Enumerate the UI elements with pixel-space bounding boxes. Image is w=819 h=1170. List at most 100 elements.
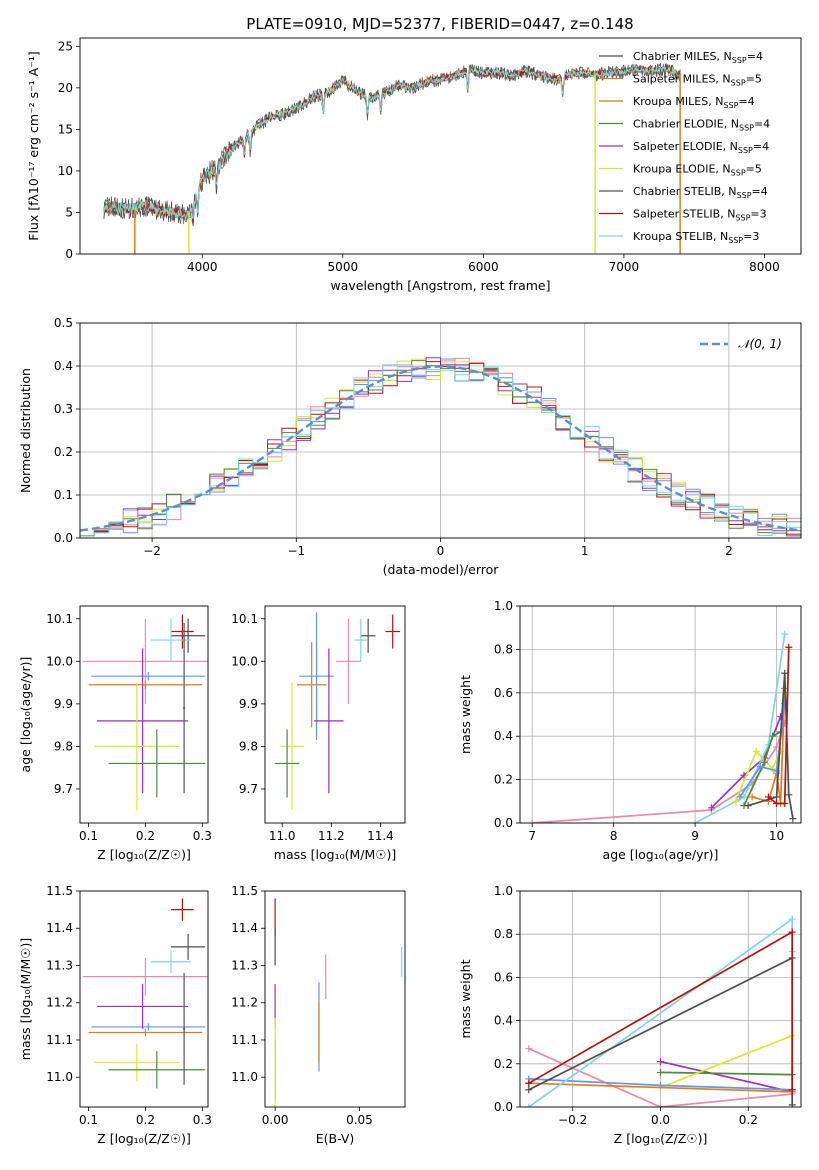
- errorbar-point: [91, 671, 206, 681]
- y-tick-label: 11.0: [231, 1070, 258, 1084]
- x-tick-label: 0.3: [193, 1113, 212, 1127]
- y-tick-label: 11.3: [231, 958, 258, 972]
- errorbar-point: [336, 618, 361, 704]
- mass-weight-marker: [781, 630, 789, 638]
- y-tick-label: 11.5: [46, 884, 73, 898]
- errorbar-point: [91, 1023, 206, 1031]
- axes-frame: [519, 890, 802, 1108]
- errorbar-point: [151, 950, 191, 973]
- axes-massweight_vs_age: 7 8 9 10 0.0 0.2 0.4 0.6 0.8 1.0 age [log₁₀(age/yr…: [458, 599, 802, 862]
- errorbar-point: [279, 682, 305, 811]
- legend-entry: Chabrier ELODIE, NSSP=4: [633, 118, 770, 133]
- x-tick-label: 0: [437, 544, 445, 558]
- errorbar-point: [274, 729, 300, 798]
- axes-frame: [264, 890, 406, 1108]
- legend-text: Kroupa STELIB, N: [633, 230, 728, 243]
- x-tick-label: 4000: [187, 260, 218, 274]
- y-tick-label: 10.1: [231, 612, 258, 626]
- errorbar-point: [296, 642, 327, 728]
- mass-weight-marker: [789, 815, 797, 823]
- errorbar-point: [299, 612, 334, 741]
- mass-weight-marker: [691, 819, 699, 823]
- errorbar-point: [182, 623, 186, 794]
- mass-weight-line: [767, 647, 790, 805]
- y-tick-label: 11.3: [46, 958, 73, 972]
- legend-entry: Kroupa MILES, NSSP=4: [633, 95, 755, 110]
- legend-tail: =3: [743, 230, 759, 243]
- y-axis-label: Flux [fλ10⁻¹⁷ erg cm⁻² s⁻¹ A⁻¹]: [26, 51, 41, 240]
- legend-entry: Kroupa ELODIE, NSSP=5: [633, 163, 762, 178]
- plot-area: [103, 62, 681, 254]
- legend-subscript: SSP: [737, 191, 752, 200]
- gaussian-curve: [80, 365, 801, 532]
- mass-weight-marker: [773, 793, 781, 801]
- legend-entry: Salpeter ELODIE, NSSP=4: [633, 140, 769, 155]
- y-tick-label: 15: [58, 122, 73, 136]
- legend-text: Chabrier STELIB, N: [633, 185, 737, 198]
- legend-text: Chabrier MILES, N: [633, 50, 732, 63]
- legend-tail: =3: [750, 208, 766, 221]
- y-tick-label: 10.0: [46, 654, 73, 668]
- mass-weight-marker: [768, 732, 776, 740]
- errorbar-point: [171, 898, 194, 921]
- x-tick-label: 2: [725, 544, 733, 558]
- mass-weight-marker: [657, 1103, 664, 1107]
- legend-tail: =5: [746, 73, 762, 86]
- y-tick-label: 11.4: [46, 921, 73, 935]
- y-tick-label: 9.9: [239, 697, 258, 711]
- mass-weight-marker: [744, 802, 752, 810]
- x-tick-label: −1: [287, 544, 305, 558]
- y-tick-label: 10: [58, 164, 73, 178]
- x-tick-label: 0.00: [262, 1113, 289, 1127]
- x-axis-label: mass [log₁₀(M/M☉)]: [274, 847, 396, 862]
- mass-weight-marker: [748, 793, 756, 801]
- mass-weight-marker: [525, 1045, 533, 1053]
- mass-weight-marker: [756, 763, 764, 771]
- y-tick-label: 0: [65, 247, 73, 261]
- mass-weight-marker: [525, 1079, 533, 1087]
- legend-text: Salpeter MILES, N: [633, 73, 731, 86]
- y-axis-label: mass weight: [458, 675, 473, 754]
- errorbar-point: [94, 1043, 180, 1081]
- plot-area: [520, 891, 801, 1107]
- y-tick-label: 0.5: [54, 316, 73, 330]
- y-tick-label: 1.0: [494, 599, 513, 613]
- x-axis-label: Z [log₁₀(Z/Z☉)]: [97, 847, 191, 862]
- legend-entry: Salpeter MILES, NSSP=5: [633, 73, 762, 88]
- axes-frame: [79, 890, 209, 1108]
- legend-subscript: SSP: [731, 79, 746, 88]
- x-axis-label: (data-model)/error: [383, 562, 500, 577]
- y-tick-label: 5: [65, 205, 73, 219]
- plot-area: [274, 898, 403, 1107]
- y-tick-label: 11.2: [46, 996, 73, 1010]
- errorbar-point: [171, 614, 194, 649]
- x-tick-label: −0.2: [558, 1113, 587, 1127]
- errorbar-point: [82, 958, 208, 996]
- y-tick-label: 0.8: [494, 927, 513, 941]
- errorbar-point: [182, 972, 186, 1085]
- y-tick-label: 11.1: [231, 1033, 258, 1047]
- mass-weight-marker: [785, 791, 793, 799]
- axes-frame: [79, 37, 802, 255]
- mass-weight-marker: [788, 1086, 796, 1094]
- y-tick-label: 9.7: [54, 782, 73, 796]
- y-tick-label: 0.2: [494, 773, 513, 787]
- legend-entry: Chabrier STELIB, NSSP=4: [633, 185, 768, 200]
- y-tick-label: 10.0: [231, 654, 258, 668]
- legend-subscript: SSP: [731, 169, 746, 178]
- plot-area: [274, 612, 401, 811]
- y-tick-label: 10.1: [46, 612, 73, 626]
- legend-tail: =5: [746, 163, 762, 176]
- legend-tail: =4: [738, 95, 754, 108]
- y-tick-label: 0.1: [54, 488, 73, 502]
- plot-area: [82, 614, 208, 811]
- mass-weight-line: [694, 634, 786, 823]
- y-tick-label: 0.8: [494, 642, 513, 656]
- y-tick-label: 0.0: [54, 531, 73, 545]
- errorbar-point: [108, 1051, 206, 1089]
- mass-weight-marker: [657, 1068, 664, 1076]
- y-axis-label: Normed distribution: [18, 368, 33, 493]
- x-axis-label: Z [log₁₀(Z/Z☉)]: [97, 1131, 191, 1146]
- y-axis-label: mass weight: [458, 959, 473, 1038]
